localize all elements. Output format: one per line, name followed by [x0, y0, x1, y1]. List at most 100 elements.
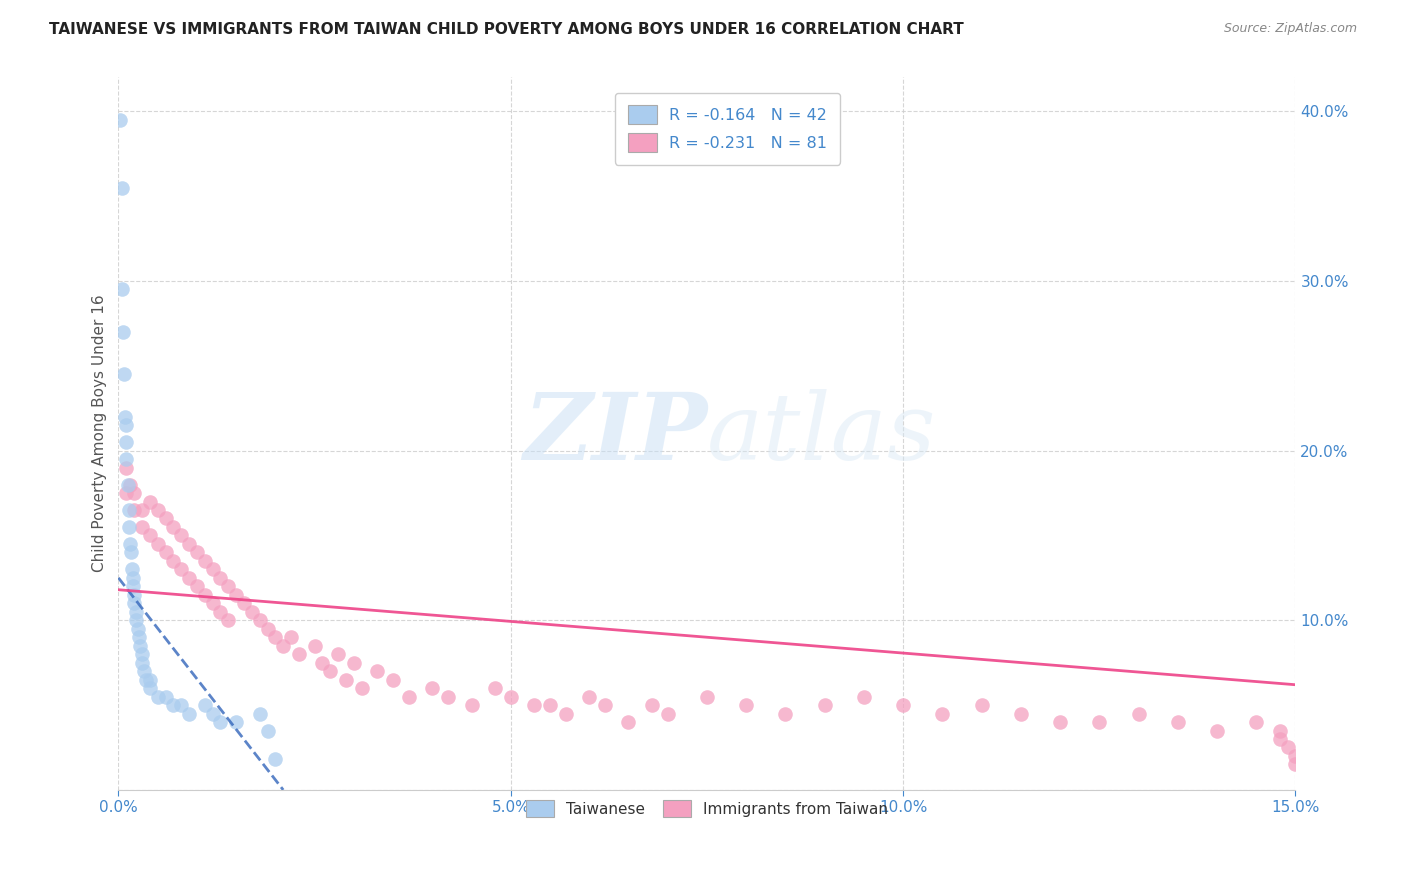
Point [131, 647, 153, 661]
Point [139, 494, 162, 508]
Point [1167, 714, 1189, 729]
Point [125, 613, 148, 627]
Point [366, 664, 388, 678]
Point [177, 571, 200, 585]
Point [264, 630, 287, 644]
Point [256, 723, 278, 738]
Point [1268, 723, 1291, 738]
Point [162, 698, 184, 712]
Point [146, 503, 169, 517]
Point [256, 622, 278, 636]
Point [350, 681, 373, 695]
Point [814, 698, 837, 712]
Text: ZIP: ZIP [523, 389, 707, 479]
Point [122, 579, 145, 593]
Point [131, 520, 153, 534]
Point [523, 698, 546, 712]
Point [122, 588, 145, 602]
Point [112, 368, 135, 382]
Point [484, 681, 506, 695]
Point [382, 673, 405, 687]
Point [127, 622, 149, 636]
Point [122, 486, 145, 500]
Point [538, 698, 561, 712]
Point [225, 588, 247, 602]
Point [170, 528, 193, 542]
Point [194, 588, 217, 602]
Point [554, 706, 576, 721]
Point [1244, 714, 1267, 729]
Point [931, 706, 953, 721]
Point [162, 520, 184, 534]
Point [657, 706, 679, 721]
Point [217, 579, 239, 593]
Point [155, 511, 177, 525]
Point [209, 605, 232, 619]
Point [499, 690, 522, 704]
Point [139, 528, 162, 542]
Point [304, 639, 326, 653]
Point [209, 714, 232, 729]
Point [617, 714, 640, 729]
Point [225, 714, 247, 729]
Point [110, 180, 132, 194]
Point [240, 605, 263, 619]
Point [201, 596, 224, 610]
Point [1277, 740, 1299, 755]
Point [120, 545, 142, 559]
Point [460, 698, 482, 712]
Point [115, 452, 138, 467]
Point [117, 503, 139, 517]
Point [135, 673, 157, 687]
Point [131, 503, 153, 517]
Point [311, 656, 333, 670]
Point [593, 698, 616, 712]
Point [146, 690, 169, 704]
Point [775, 706, 797, 721]
Point [186, 545, 208, 559]
Point [170, 562, 193, 576]
Point [194, 554, 217, 568]
Point [121, 571, 143, 585]
Point [155, 545, 177, 559]
Point [641, 698, 664, 712]
Y-axis label: Child Poverty Among Boys Under 16: Child Poverty Among Boys Under 16 [93, 295, 107, 573]
Point [111, 283, 134, 297]
Point [128, 630, 150, 644]
Point [114, 409, 136, 424]
Point [121, 562, 143, 576]
Point [139, 681, 162, 695]
Point [194, 698, 217, 712]
Point [735, 698, 758, 712]
Point [139, 673, 162, 687]
Legend: Taiwanese, Immigrants from Taiwan: Taiwanese, Immigrants from Taiwan [519, 792, 896, 825]
Point [201, 706, 224, 721]
Point [118, 520, 141, 534]
Point [343, 656, 366, 670]
Point [1284, 757, 1306, 772]
Point [319, 664, 342, 678]
Point [122, 596, 145, 610]
Point [128, 639, 150, 653]
Point [114, 418, 136, 433]
Point [170, 698, 193, 712]
Point [852, 690, 875, 704]
Text: atlas: atlas [707, 389, 936, 479]
Point [112, 325, 135, 339]
Point [970, 698, 993, 712]
Point [288, 647, 311, 661]
Point [209, 571, 232, 585]
Point [120, 477, 142, 491]
Point [155, 690, 177, 704]
Point [132, 664, 155, 678]
Point [1128, 706, 1150, 721]
Point [1268, 731, 1291, 746]
Point [420, 681, 443, 695]
Point [335, 673, 357, 687]
Point [217, 613, 239, 627]
Point [280, 630, 302, 644]
Point [125, 605, 148, 619]
Point [437, 690, 460, 704]
Point [115, 460, 138, 475]
Text: TAIWANESE VS IMMIGRANTS FROM TAIWAN CHILD POVERTY AMONG BOYS UNDER 16 CORRELATIO: TAIWANESE VS IMMIGRANTS FROM TAIWAN CHIL… [49, 22, 965, 37]
